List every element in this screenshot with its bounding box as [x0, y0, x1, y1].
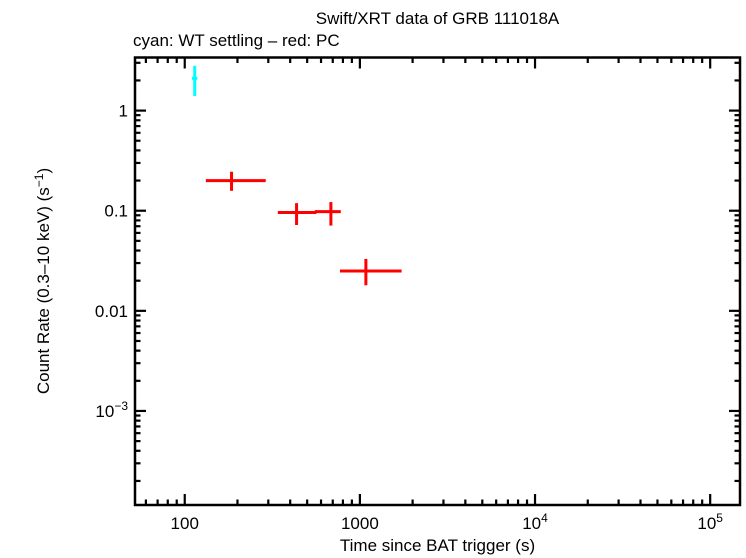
y-tick-label: 10−3	[95, 399, 128, 421]
y-tick-label: 0.01	[95, 302, 128, 321]
y-axis-label-close: )	[34, 168, 53, 174]
x-tick-label: 104	[522, 511, 548, 533]
x-axis-label: Time since BAT trigger (s)	[340, 536, 535, 555]
y-tick-label: 1	[119, 102, 128, 121]
axis-ticks	[135, 57, 740, 505]
series-wt-settling	[191, 65, 198, 96]
data-point	[191, 65, 198, 96]
tick-labels: 100 1000 104 105 1 0.1 0.01 10−3	[95, 102, 723, 533]
series-pc	[205, 171, 402, 286]
y-axis-label-main: Count Rate (0.3–10 keV) (s	[34, 187, 53, 394]
x-tick-label: 100	[171, 514, 199, 533]
data-point	[314, 202, 341, 226]
plot-frame	[133, 56, 742, 507]
x-tick-label: 105	[697, 511, 723, 533]
data-point	[277, 203, 317, 225]
y-tick-label: 0.1	[104, 202, 128, 221]
plot-title: Swift/XRT data of GRB 111018A	[316, 9, 560, 28]
plot-subtitle-legend: cyan: WT settling – red: PC	[133, 31, 340, 50]
y-axis-label: Count Rate (0.3–10 keV) (s−1)	[32, 168, 53, 394]
data-point	[205, 171, 266, 191]
data-point	[340, 258, 402, 286]
x-tick-label: 1000	[341, 514, 379, 533]
y-axis-label-superscript: −1	[32, 173, 46, 187]
